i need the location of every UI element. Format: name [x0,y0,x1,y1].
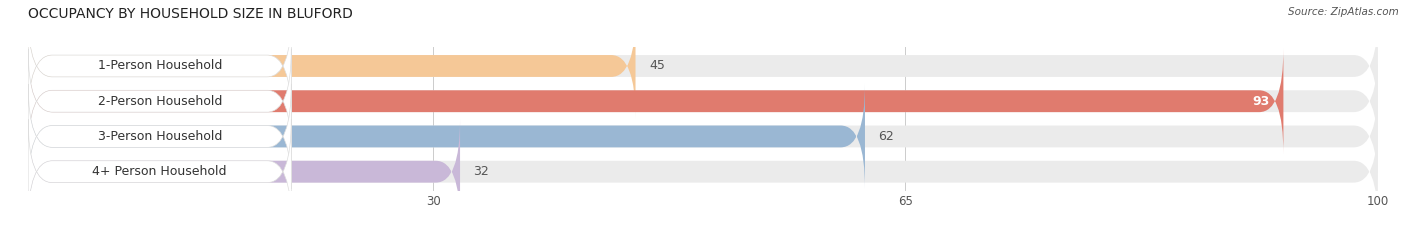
Text: 3-Person Household: 3-Person Household [97,130,222,143]
Text: 32: 32 [474,165,489,178]
Text: 62: 62 [879,130,894,143]
FancyBboxPatch shape [28,49,1378,154]
FancyBboxPatch shape [28,49,1284,154]
Text: OCCUPANCY BY HOUSEHOLD SIZE IN BLUFORD: OCCUPANCY BY HOUSEHOLD SIZE IN BLUFORD [28,7,353,21]
FancyBboxPatch shape [28,119,291,224]
FancyBboxPatch shape [28,84,865,189]
Text: 2-Person Household: 2-Person Household [97,95,222,108]
FancyBboxPatch shape [28,14,1378,118]
Text: 4+ Person Household: 4+ Person Household [93,165,226,178]
FancyBboxPatch shape [28,84,291,189]
FancyBboxPatch shape [28,14,291,118]
FancyBboxPatch shape [28,49,291,154]
FancyBboxPatch shape [28,84,1378,189]
FancyBboxPatch shape [28,119,460,224]
Text: 93: 93 [1253,95,1270,108]
FancyBboxPatch shape [28,119,1378,224]
Text: Source: ZipAtlas.com: Source: ZipAtlas.com [1288,7,1399,17]
Text: 1-Person Household: 1-Person Household [97,59,222,72]
FancyBboxPatch shape [28,14,636,118]
Text: 45: 45 [650,59,665,72]
